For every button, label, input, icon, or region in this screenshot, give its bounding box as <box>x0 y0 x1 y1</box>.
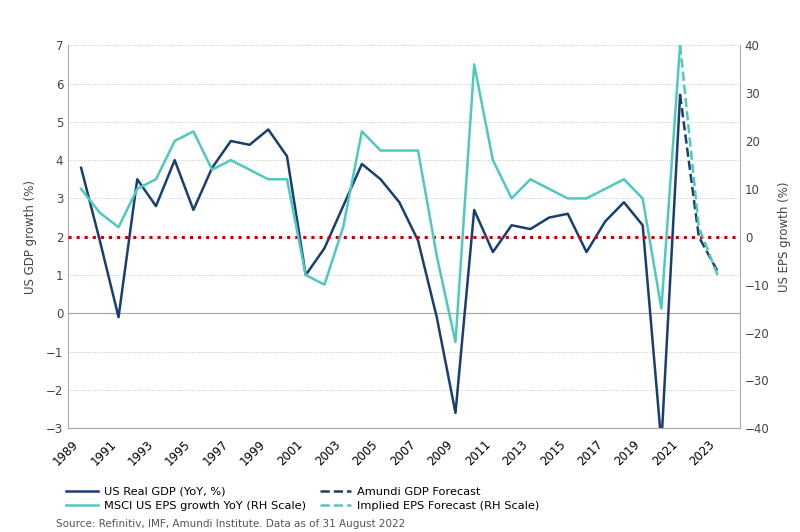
Text: Source: Refinitiv, IMF, Amundi Institute. Data as of 31 August 2022: Source: Refinitiv, IMF, Amundi Institute… <box>56 519 406 529</box>
Legend: US Real GDP (YoY, %), MSCI US EPS growth YoY (RH Scale), Amundi GDP Forecast, Im: US Real GDP (YoY, %), MSCI US EPS growth… <box>62 482 544 516</box>
Y-axis label: US GDP growth (%): US GDP growth (%) <box>25 180 38 294</box>
Y-axis label: US EPS growth (%): US EPS growth (%) <box>778 181 791 292</box>
